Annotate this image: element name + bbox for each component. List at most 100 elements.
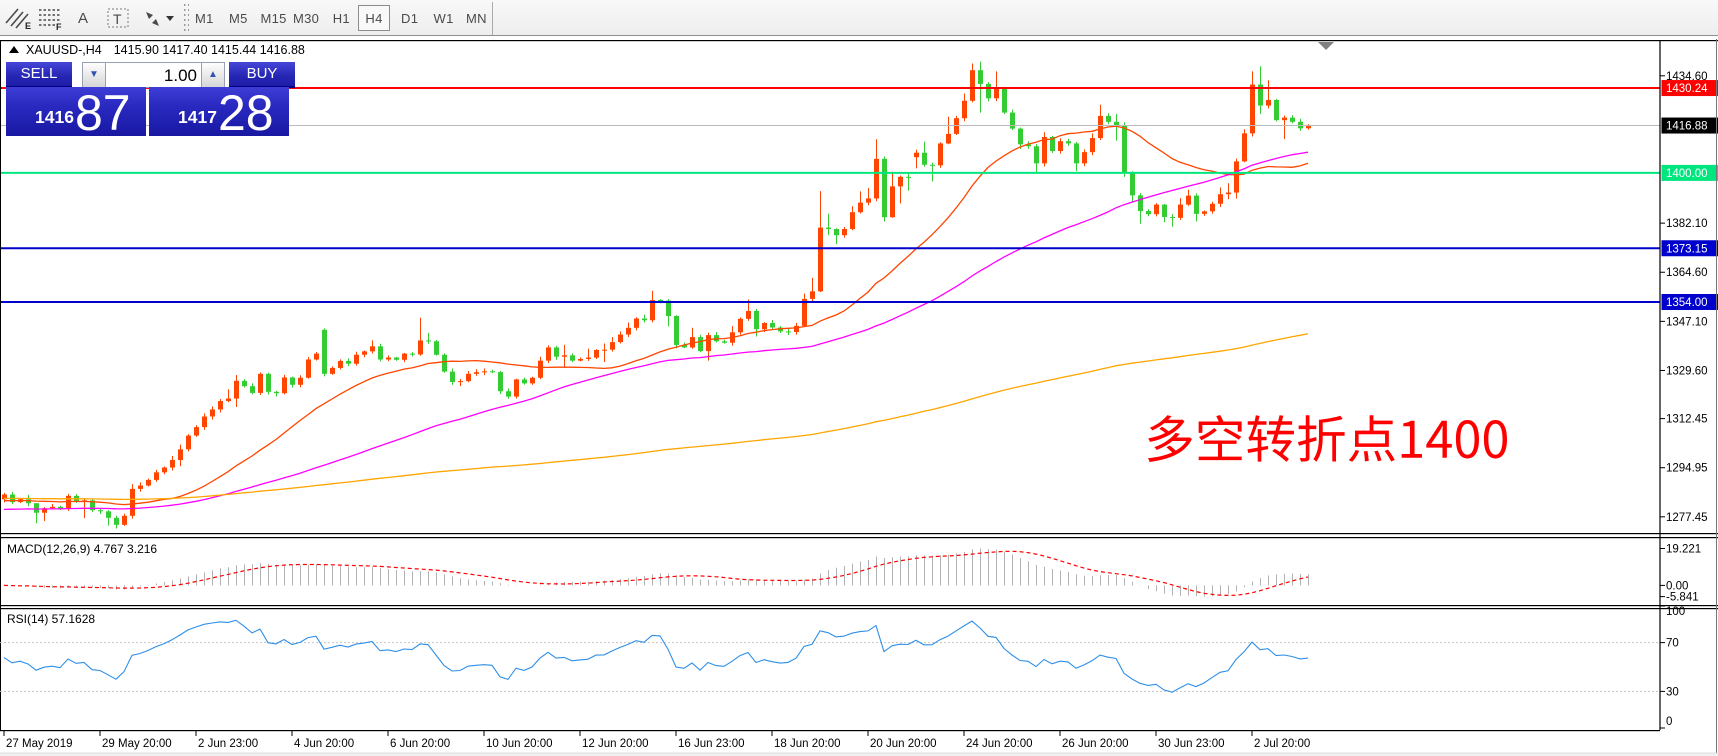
tool-sub-f: F [56, 22, 62, 30]
price-tick-label: 1364.60 [1666, 267, 1708, 279]
macd-tick-label: -5.841 [1666, 592, 1699, 604]
candle-body [522, 379, 527, 384]
timeframe-d1[interactable]: D1 [401, 10, 419, 26]
candle-body [2, 494, 7, 500]
chart-shift-marker[interactable] [1318, 42, 1334, 50]
candle-body [378, 346, 383, 360]
macd-tick-label: 0.00 [1666, 580, 1688, 592]
fibo-dashed-lines [39, 9, 61, 26]
timeframe-m30[interactable]: M30 [293, 10, 320, 26]
candle-body [338, 360, 343, 368]
time-tick-label: 30 Jun 23:00 [1158, 738, 1225, 750]
text-box-button[interactable]: T [106, 5, 130, 31]
title-ohlc-values: 1415.90 1417.40 1415.44 1416.88 [114, 43, 305, 57]
candle-body [346, 360, 351, 364]
timeframe-m5[interactable]: M5 [229, 10, 248, 26]
candle-body [890, 186, 895, 218]
candle-body [1074, 143, 1079, 164]
candle-body [218, 401, 223, 410]
candle-body [138, 485, 143, 489]
timeframe-m1[interactable]: M1 [195, 10, 214, 26]
timeframe-h4[interactable]: H4 [358, 5, 390, 31]
timeframe-mn[interactable]: MN [466, 10, 487, 26]
candle-body [1194, 195, 1199, 214]
arrow-up-icon [146, 12, 153, 19]
arrow-objects-button[interactable] [140, 5, 176, 31]
candle-body [618, 334, 623, 343]
pane-separator[interactable] [0, 537, 1718, 539]
bid-price-pips: 87 [75, 85, 131, 142]
text-label-button[interactable]: A [77, 9, 88, 27]
time-axis[interactable]: 27 May 2019 29 May 20:00 2 Jun 23:00 4 Jun … [3, 730, 1310, 750]
pane-separator[interactable] [0, 608, 1718, 610]
buy-price-box[interactable]: 1417 28 [149, 85, 289, 141]
time-tick-label: 27 May 2019 [6, 738, 73, 750]
pane-separator[interactable] [0, 533, 1718, 535]
price-badge-1400.00 [1661, 164, 1718, 181]
candle-body [682, 344, 687, 348]
candle-body [1274, 99, 1279, 121]
collapse-panel-icon[interactable] [9, 46, 19, 53]
candle-body [402, 353, 407, 360]
lot-decrease-button[interactable]: ▼ [82, 62, 106, 88]
candle-body [66, 495, 71, 509]
timeframe-h1[interactable]: H1 [332, 10, 350, 26]
arrow-objects-icon [146, 12, 174, 26]
candle-body [362, 351, 367, 355]
buy-button[interactable]: BUY [229, 62, 295, 88]
candle-body [538, 360, 543, 378]
candle-body [490, 371, 495, 373]
candle-body [1146, 211, 1151, 215]
lot-size-input[interactable]: 1.00 [106, 62, 201, 88]
fibonacci-retracement-icon: F [39, 9, 62, 30]
toolbar-separator-2 [492, 2, 493, 35]
chart-background[interactable] [0, 40, 1718, 756]
candle-body [370, 346, 375, 352]
candle-body [722, 341, 727, 343]
rsi-line [3, 619, 1309, 693]
candle-body [1290, 117, 1295, 122]
time-tick-label: 24 Jun 20:00 [966, 738, 1033, 750]
sell-button[interactable]: SELL [6, 62, 72, 88]
candle-body [698, 337, 703, 352]
candle-body [34, 503, 39, 513]
candle-body [50, 506, 55, 509]
candle-body [898, 176, 903, 187]
time-tick-label: 16 Jun 23:00 [678, 738, 745, 750]
candle-body [866, 198, 871, 203]
candle-body [610, 342, 615, 350]
equidistant-channel-button[interactable]: E [2, 5, 34, 31]
timeframe-m15[interactable]: M15 [260, 10, 287, 26]
candle-body [986, 83, 991, 99]
candle-body [602, 349, 607, 351]
candle-body [458, 381, 463, 383]
timeframe-w1[interactable]: W1 [433, 10, 454, 26]
pane-separator[interactable] [0, 605, 1718, 607]
time-tick-label: 6 Jun 20:00 [390, 738, 450, 750]
ask-price-main: 1417 [178, 106, 217, 127]
candle-body [1266, 99, 1271, 106]
candle-body [802, 298, 807, 326]
candle-body [922, 152, 927, 165]
tool-sub-e: E [25, 21, 31, 30]
candle-body [1058, 141, 1063, 152]
candle-body [666, 300, 671, 317]
sell-price-box[interactable]: 1416 87 [6, 85, 146, 141]
candle-body [1002, 88, 1007, 113]
time-tick-label: 10 Jun 20:00 [486, 738, 553, 750]
rsi-pane[interactable]: RSI(14) 57.1628 [0, 612, 1660, 693]
tool-glyph-t: T [113, 11, 122, 27]
candle-body [818, 227, 823, 292]
candle-body [210, 409, 215, 417]
annotation-text[interactable] [1147, 414, 1508, 462]
candle-body [130, 488, 135, 516]
price-badge-1400.00-label: 1400.00 [1666, 168, 1708, 180]
price-badge-1354.00-label: 1354.00 [1666, 297, 1708, 309]
candle-body [1306, 125, 1311, 129]
candle-body [434, 341, 439, 355]
fibonacci-retracement-button[interactable]: F [36, 5, 66, 31]
macd-pane[interactable]: MACD(12,26,9) 4.767 3.216 [3, 542, 1309, 597]
price-tick-label: 1312.45 [1666, 414, 1708, 426]
price-scale[interactable]: 1434.60 1382.10 1364.60 1347.10 1329.60 1312.… [1659, 40, 1718, 730]
